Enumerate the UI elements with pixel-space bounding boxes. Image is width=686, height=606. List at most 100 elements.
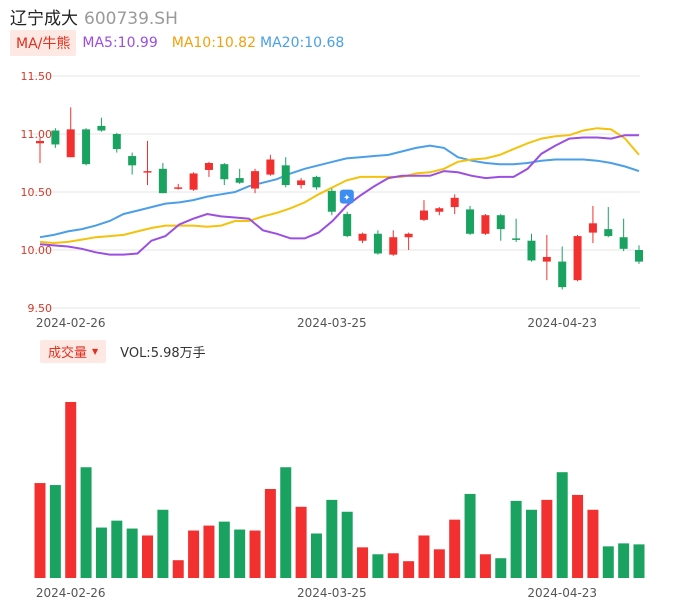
candle-body xyxy=(450,197,459,208)
volume-bar xyxy=(249,530,261,578)
price-y-axis: 11.50 11.00 10.50 10.00 9.50 xyxy=(21,70,53,315)
volume-bar xyxy=(111,520,123,578)
candle xyxy=(404,232,413,250)
candle xyxy=(51,128,60,148)
volume-bar xyxy=(572,494,584,578)
candle-body xyxy=(435,208,444,212)
candle-body xyxy=(82,129,91,165)
candle xyxy=(542,234,551,281)
candle-body xyxy=(220,164,229,180)
volume-bar xyxy=(341,511,353,578)
candle xyxy=(143,140,152,186)
candle xyxy=(281,157,290,188)
candle-body xyxy=(327,190,336,212)
candle-body xyxy=(542,256,551,262)
y-tick-label: 11.50 xyxy=(21,70,53,83)
volume-bar xyxy=(295,506,307,578)
candle xyxy=(619,218,628,252)
volume-bar xyxy=(126,528,138,578)
candle-body xyxy=(312,176,321,188)
candle xyxy=(588,205,597,244)
candle-body xyxy=(527,240,536,261)
candle-body xyxy=(51,130,60,145)
candle xyxy=(297,178,306,189)
candle-body xyxy=(158,168,167,194)
ma10-line xyxy=(39,127,640,245)
volume-tab-label: 成交量 xyxy=(48,345,88,361)
candle-body xyxy=(204,163,213,170)
volume-bar xyxy=(449,519,461,578)
candle xyxy=(82,128,91,166)
volume-bar xyxy=(203,525,215,578)
candle-body xyxy=(404,233,413,238)
y-tick-label: 10.50 xyxy=(21,186,53,199)
candle xyxy=(36,137,44,163)
title-row: 辽宁成大 600739.SH xyxy=(10,4,178,29)
ma-indicator-tab[interactable]: MA/牛熊 xyxy=(10,30,77,56)
volume-bar xyxy=(80,467,92,578)
candle xyxy=(312,175,321,190)
candle xyxy=(466,205,475,235)
volume-value: VOL:5.98万手 xyxy=(120,345,206,361)
candle xyxy=(450,194,459,215)
stock-code: 600739.SH xyxy=(84,9,178,29)
candle-body xyxy=(143,171,152,173)
volume-x-axis: 2024-02-26 2024-03-25 2024-04-23 xyxy=(36,586,597,600)
candle xyxy=(327,188,336,216)
event-marker-glyph: ✦ xyxy=(343,194,351,204)
volume-bar xyxy=(188,530,200,578)
candle xyxy=(527,233,536,262)
x-tick-label: 2024-03-25 xyxy=(297,316,367,330)
price-x-axis: 2024-02-26 2024-03-25 2024-04-23 xyxy=(36,316,597,330)
y-tick-label: 10.00 xyxy=(21,244,53,257)
volume-bar xyxy=(357,547,369,578)
volume-bar xyxy=(418,535,430,578)
candle xyxy=(435,207,444,216)
candle-body xyxy=(112,134,121,150)
volume-bar xyxy=(218,521,230,578)
volume-legend: 成交量 ▼ VOL:5.98万手 xyxy=(40,339,206,363)
y-tick-label: 9.50 xyxy=(28,302,53,315)
marker: ✦ xyxy=(339,189,354,204)
volume-bars xyxy=(34,401,645,578)
x-tick-label: 2024-02-26 xyxy=(36,586,106,600)
candle xyxy=(419,200,428,221)
volume-bar xyxy=(479,554,491,578)
candle xyxy=(235,168,244,184)
volume-bar xyxy=(495,558,507,578)
volume-bar xyxy=(234,529,246,578)
candle xyxy=(558,246,567,290)
x-tick-label: 2024-03-25 xyxy=(297,586,367,600)
volume-bar xyxy=(633,544,645,578)
candle-body xyxy=(174,187,183,189)
candle xyxy=(481,214,490,235)
volume-bar xyxy=(95,527,107,578)
candle-body xyxy=(297,180,306,186)
candle-body xyxy=(189,173,198,190)
candle xyxy=(389,230,398,256)
ma10-legend: MA10:10.82 xyxy=(171,35,257,51)
volume-bar xyxy=(541,499,553,578)
volume-indicator-tab[interactable]: 成交量 ▼ xyxy=(40,339,107,363)
volume-bar xyxy=(280,467,292,578)
candle-body xyxy=(619,237,628,249)
candle xyxy=(573,234,582,282)
ma5-legend: MA5:10.99 xyxy=(82,35,158,51)
candle-body xyxy=(36,140,44,144)
volume-bar xyxy=(172,560,184,578)
volume-bar xyxy=(387,553,399,578)
volume-bar xyxy=(310,533,322,578)
volume-bar xyxy=(602,546,614,578)
candle-body xyxy=(251,171,260,189)
volume-bar xyxy=(403,561,415,578)
volume-bar xyxy=(587,509,599,578)
volume-bar xyxy=(372,554,384,578)
candle xyxy=(343,211,352,238)
candle xyxy=(358,232,367,244)
candles xyxy=(36,107,643,290)
ma-lines xyxy=(39,127,640,256)
candle-body xyxy=(419,210,428,220)
stock-name: 辽宁成大 xyxy=(10,9,78,29)
candle-body xyxy=(281,165,290,186)
